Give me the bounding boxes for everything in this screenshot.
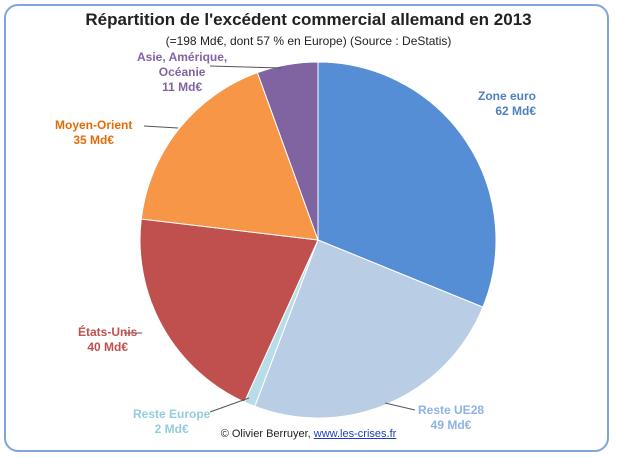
credit-author: © Olivier Berruyer, [220,428,311,440]
label-reste-europe: Reste Europe 2 Md€ [133,407,210,437]
label-reste-ue28-name: Reste UE28 [418,403,485,417]
label-zone-euro: Zone euro 62 Md€ [478,89,536,119]
label-reste-europe-name: Reste Europe [133,407,211,421]
leader-reste-ue28 [384,402,416,411]
label-asie-line2: Océanie [158,65,206,79]
label-moyen-orient: Moyen-Orient 35 Md€ [55,118,132,148]
label-reste-ue28: Reste UE28 49 Md€ [418,403,484,433]
chart-title: Répartition de l'excédent commercial all… [85,10,532,29]
label-zone-euro-name: Zone euro [478,89,537,103]
label-moyen-orient-name: Moyen-Orient [55,118,133,132]
label-zone-euro-value: 62 Md€ [495,104,537,118]
label-etats-unis-name: États-Unis [78,325,138,339]
label-etats-unis: États-Unis 40 Md€ [78,325,137,355]
label-asie-line1: Asie, Amérique, [137,50,228,64]
label-asie-amerique-oceanie: Asie, Amérique, Océanie 11 Md€ [137,50,227,95]
leader-moyen-orient [143,125,179,129]
leader-lines [124,65,416,413]
label-asie-value: 11 Md€ [162,80,203,94]
credit-line: © Olivier Berruyer, www.les-crises.fr [0,428,617,440]
pie-outline [139,61,497,419]
pie-slices [139,61,497,419]
label-reste-ue28-value: 49 Md€ [430,418,472,432]
label-reste-europe-value: 2 Md€ [154,422,189,436]
credit-link[interactable]: www.les-crises.fr [313,428,397,440]
chart-subtitle: (=198 Md€, dont 57 % en Europe) (Source … [165,34,452,48]
label-moyen-orient-value: 35 Md€ [73,133,115,147]
leader-asie [209,65,283,69]
leader-reste-europe [209,397,250,413]
label-etats-unis-value: 40 Md€ [87,340,129,354]
